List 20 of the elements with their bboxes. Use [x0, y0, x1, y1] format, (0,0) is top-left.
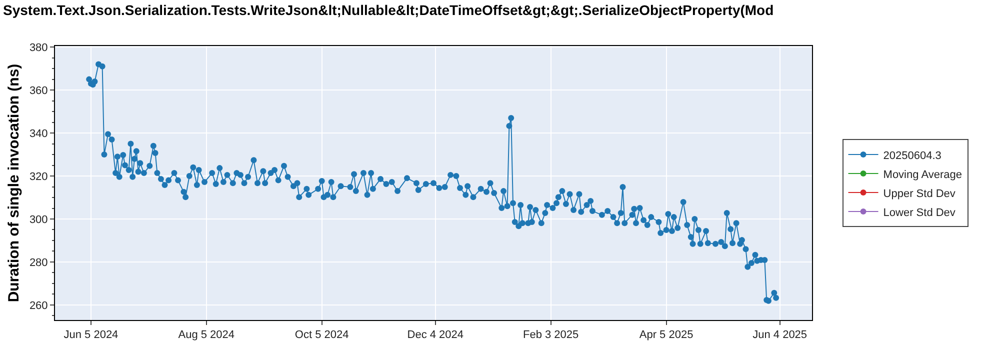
- x-tick-label: Feb 3 2025: [523, 329, 579, 342]
- y-tick-label: 280: [29, 256, 48, 269]
- y-tick-label: 260: [29, 300, 48, 312]
- y-tick-label: 360: [29, 84, 48, 97]
- x-tick-label: Dec 4 2024: [407, 329, 464, 342]
- x-tick-label: Jun 4 2025: [752, 329, 808, 342]
- chart-title: System.Text.Json.Serialization.Tests.WriteJson&lt;Nullable&lt;DateTimeOffset&gt;&gt;.SerializeObjectProperty(Mod: [3, 2, 774, 18]
- x-tick-label: Jun 5 2024: [64, 329, 118, 342]
- legend-label: Moving Average: [883, 168, 962, 181]
- legend-label: Lower Std Dev: [883, 206, 956, 219]
- y-tick-label: 340: [29, 128, 48, 140]
- x-tick-label: Apr 5 2025: [639, 329, 694, 342]
- x-tick-label: Oct 5 2024: [294, 329, 349, 342]
- y-tick-label: 380: [29, 42, 48, 54]
- legend-label: Upper Std Dev: [883, 188, 956, 200]
- y-tick-label: 300: [29, 214, 48, 226]
- x-tick-label: Aug 5 2024: [178, 329, 235, 342]
- legend-label: 20250604.3: [883, 150, 942, 162]
- y-tick-label: 320: [29, 170, 48, 183]
- y-axis-title: Duration of single invocation (ns): [6, 64, 23, 302]
